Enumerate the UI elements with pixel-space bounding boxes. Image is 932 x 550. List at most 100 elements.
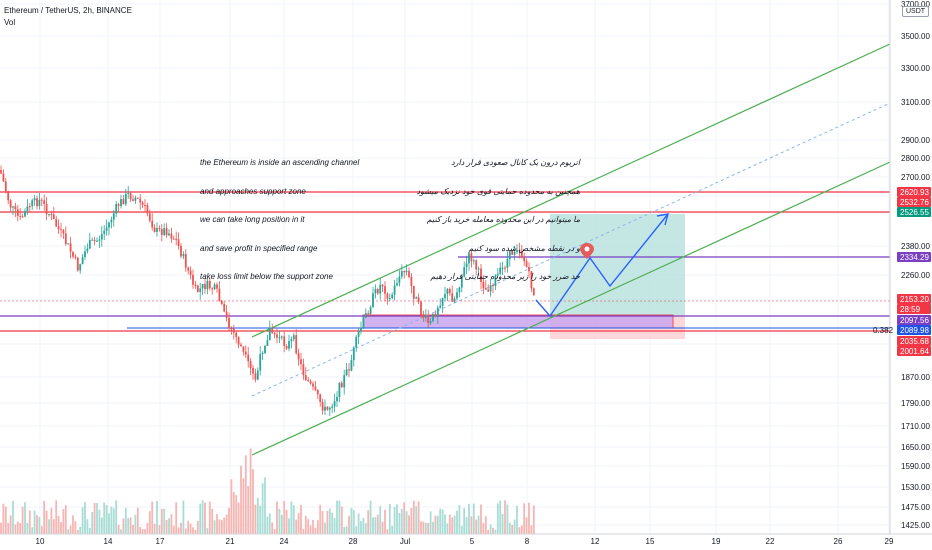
volume-bar (98, 509, 101, 534)
candle-body (422, 315, 425, 318)
candle-body (441, 298, 444, 306)
candle-body (26, 206, 29, 212)
volume-bar (468, 503, 470, 534)
candle-body (220, 300, 223, 304)
price-tag: 2035.68 (897, 336, 931, 346)
candle-body (278, 337, 281, 339)
volume-bar (523, 503, 526, 534)
price-tick: 2260.00 (901, 271, 930, 280)
candle-body (446, 288, 449, 295)
volume-bar (235, 495, 238, 534)
price-tick: 1650.00 (901, 443, 930, 452)
candle-body (501, 267, 504, 269)
price-tick: 1590.00 (901, 462, 930, 471)
candle-body (312, 383, 314, 387)
volume-bar (338, 500, 341, 534)
candle-body (141, 202, 144, 205)
volume-bar (393, 506, 396, 534)
candle-body (96, 240, 98, 242)
volume-bar (357, 513, 360, 534)
volume-bar (264, 477, 266, 534)
volume-bar (348, 515, 350, 534)
candle-body (372, 293, 374, 308)
candle-body (72, 251, 74, 257)
volume-bar (81, 507, 84, 534)
symbol-title[interactable]: Ethereum / TetherUS, 2h, BINANCE (4, 6, 132, 15)
candle-body (0, 170, 2, 174)
volume-bar (182, 500, 185, 534)
volume-bar (84, 502, 86, 534)
candle-body (506, 259, 509, 268)
volume-bar (312, 519, 314, 534)
candle-body (338, 382, 341, 397)
volume-bar (160, 508, 163, 534)
candle-body (24, 211, 26, 217)
candle-body (9, 200, 12, 208)
candle-body (412, 285, 415, 299)
volume-bar (43, 500, 46, 534)
candle-body (139, 198, 142, 203)
candle-body (316, 389, 319, 395)
volume-bar (256, 497, 259, 534)
volume-bar (477, 515, 480, 534)
candle-body (184, 254, 187, 268)
volume-bar (16, 521, 19, 534)
time-tick: 10 (36, 537, 45, 546)
price-tick: 2900.00 (901, 136, 930, 145)
volume-bar (112, 508, 115, 534)
candle-body (67, 243, 70, 245)
volume-bar (340, 506, 343, 534)
volume-bar (158, 525, 161, 534)
volume-bar (508, 522, 511, 534)
candle-body (520, 250, 523, 257)
candle-body (403, 271, 406, 273)
candle-body (79, 264, 82, 271)
candle-body (55, 219, 58, 227)
candle-body (218, 288, 221, 301)
price-axis[interactable]: 3700.00 3500.00 3300.00 3100.00 2900.00 2800.… (901, 0, 930, 530)
volume-bar (72, 515, 74, 534)
price-tag: 2001.64 (897, 346, 931, 356)
candle-body (357, 331, 360, 337)
candle-body (489, 285, 492, 292)
volume-bar (55, 500, 58, 534)
candle-body (237, 337, 240, 345)
volume-bar (328, 508, 331, 534)
candle-body (348, 369, 350, 371)
candle-body (300, 359, 302, 365)
candle-body (165, 228, 168, 236)
price-tag: 2089.98 (897, 325, 931, 335)
price-tag: 2532.76 (897, 197, 931, 207)
volume-bar (403, 502, 406, 534)
candle-body (228, 317, 230, 329)
candle-body (434, 313, 437, 317)
candle-body (189, 270, 192, 275)
volume-bar (211, 508, 214, 534)
time-axis[interactable]: 10 14 17 21 24 28 Jul 5 8 12 15 19 22 26 29 (36, 537, 894, 546)
candle-body (84, 251, 86, 258)
volume-bar (436, 515, 439, 534)
volume-bar (475, 519, 478, 534)
note-line: حد ضرر خود را زیر محدوده حمایتی قرار دهی… (430, 272, 580, 281)
note-line: اتریوم درون یک کانال صعودی قرار دارد (451, 158, 580, 167)
candle-body (508, 250, 511, 260)
volume-bar (420, 521, 422, 534)
currency-badge[interactable]: USDT (902, 6, 930, 17)
candle-body (33, 198, 36, 201)
price-tick: 1530.00 (901, 483, 930, 492)
candle-body (62, 230, 65, 234)
candle-body (127, 193, 130, 195)
volume-bar (321, 511, 324, 534)
candle-body (266, 340, 269, 346)
candle-body (444, 294, 446, 299)
candle-body (64, 233, 67, 245)
volume-label[interactable]: Vol (4, 18, 16, 27)
candle-body (60, 229, 62, 231)
candle-body (273, 332, 276, 335)
candle-body (468, 253, 470, 264)
price-tick: 3700.00 (901, 0, 930, 9)
volume-bar (398, 513, 401, 534)
candle-body (424, 315, 427, 318)
